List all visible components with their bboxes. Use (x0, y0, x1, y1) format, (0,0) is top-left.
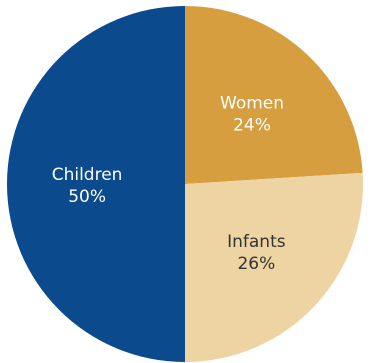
slice-label-women: Women (220, 94, 284, 114)
slice-label-children: Children (52, 165, 123, 185)
slice-value-infants: 26% (237, 254, 275, 274)
pie-slice-infants (185, 172, 363, 362)
pie-slice-women (185, 6, 363, 184)
slice-value-women: 24% (233, 116, 271, 136)
pie-slices (7, 6, 363, 362)
slice-label-infants: Infants (227, 232, 286, 252)
slice-value-children: 50% (68, 187, 106, 207)
pie-slice-children (7, 6, 185, 362)
